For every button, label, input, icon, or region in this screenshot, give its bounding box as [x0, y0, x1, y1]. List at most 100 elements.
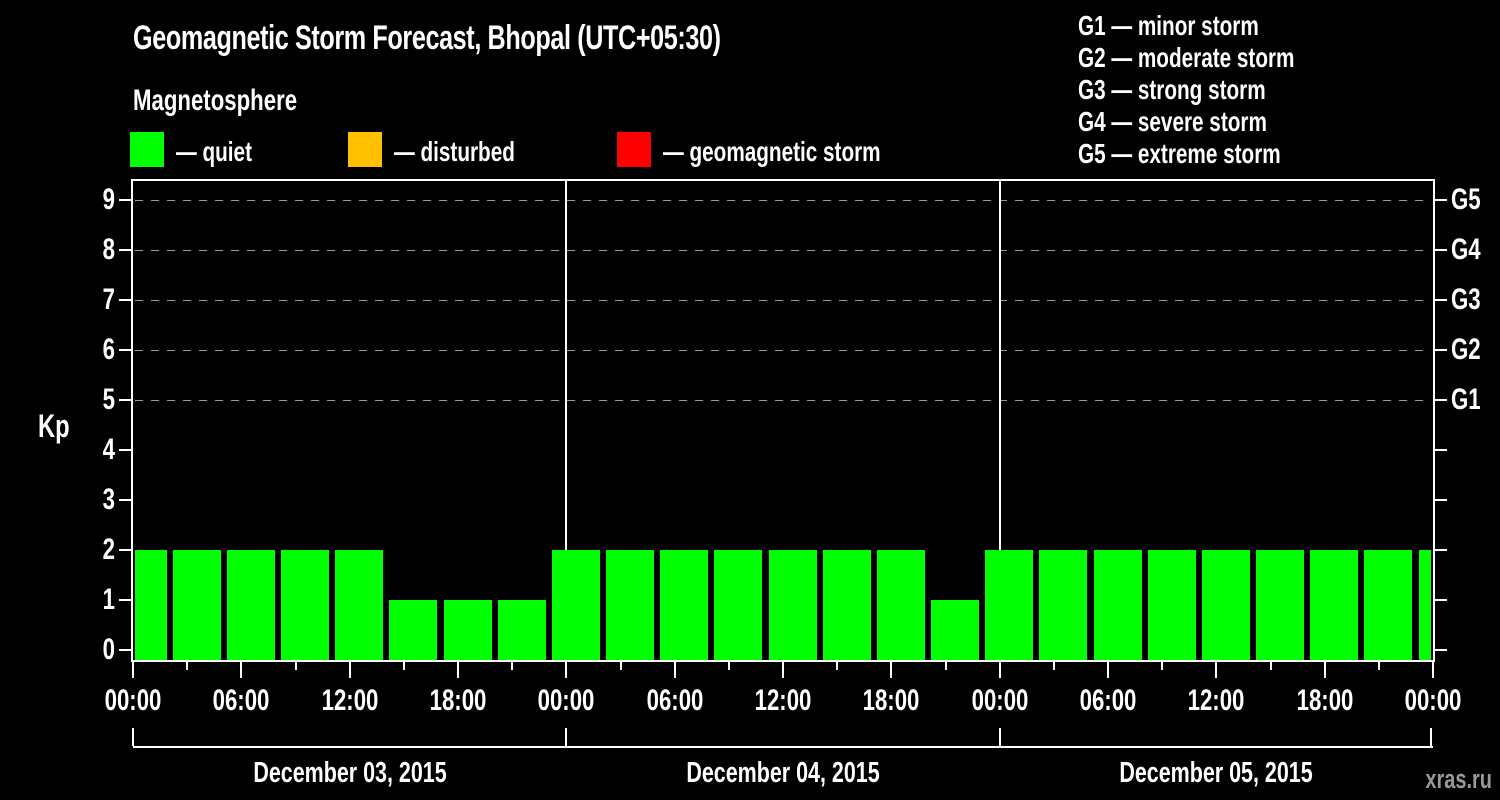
x-tick-label: 00:00: [104, 684, 162, 717]
x-tick: [890, 662, 893, 678]
y-tick: [119, 549, 131, 551]
x-tick: [673, 662, 676, 678]
plot-frame-right: [1433, 179, 1435, 662]
x-tick: [1161, 662, 1164, 670]
kp-bar: [135, 550, 167, 660]
y-tick-label: 8: [102, 233, 115, 266]
grid-line: [135, 200, 1431, 201]
grid-line: [135, 400, 1431, 401]
kp-bar: [335, 550, 384, 660]
kp-bar: [1201, 550, 1250, 660]
y-tick-label: 0: [102, 633, 115, 666]
y-right-tick: [1435, 299, 1447, 301]
y-tick-label: 2: [102, 533, 115, 566]
kp-bar: [606, 550, 654, 660]
y-right-tick: [1435, 449, 1447, 451]
y-right-tick: [1435, 399, 1447, 401]
y-tick: [119, 649, 131, 651]
y-tick-label: 5: [102, 383, 115, 416]
y-tick: [119, 299, 131, 301]
y-tick-label: 1: [102, 583, 115, 616]
day-separator: [998, 181, 1001, 662]
date-label: December 05, 2015: [1119, 757, 1313, 789]
x-tick: [240, 662, 243, 678]
date-label: December 04, 2015: [686, 757, 880, 789]
x-tick: [782, 662, 784, 678]
y-tick-label: 4: [102, 433, 115, 466]
kp-bar: [1364, 550, 1413, 660]
x-tick-label: 12:00: [321, 684, 379, 717]
date-axis-line: [133, 746, 1433, 748]
y-right-tick: [1435, 649, 1447, 651]
disturbed-legend-label: — disturbed: [394, 136, 515, 167]
x-tick: [1052, 662, 1055, 670]
x-tick-label: 18:00: [1296, 684, 1354, 717]
y-tick: [119, 599, 131, 601]
kp-bar: [876, 550, 925, 660]
disturbed-swatch-icon: [348, 132, 382, 167]
grid-line: [135, 250, 1431, 251]
g-level-label: G4: [1451, 233, 1481, 266]
kp-bar: [931, 600, 979, 660]
g1-legend-item: G1 — minor storm: [1078, 10, 1259, 41]
x-tick: [348, 662, 351, 678]
x-tick-label: 12:00: [1187, 684, 1245, 717]
kp-bar: [551, 550, 600, 660]
x-tick-label: 00:00: [1404, 684, 1462, 717]
kp-bar: [1418, 550, 1431, 660]
kp-bar: [172, 550, 221, 660]
x-tick: [998, 662, 1001, 678]
grid-line: [135, 300, 1431, 301]
kp-bar: [443, 600, 492, 660]
x-tick: [944, 662, 947, 670]
kp-bar: [714, 550, 763, 660]
x-tick-label: 18:00: [862, 684, 920, 717]
plot-frame-top: [133, 179, 1433, 181]
x-tick-label: 06:00: [212, 684, 270, 717]
x-tick-label: 06:00: [1079, 684, 1137, 717]
date-tick: [998, 728, 1001, 746]
y-axis-title: Kp: [38, 408, 70, 444]
x-tick: [132, 662, 134, 678]
x-tick-label: 12:00: [754, 684, 812, 717]
kp-bar: [226, 550, 275, 660]
y-right-tick: [1435, 349, 1447, 351]
g4-legend-item: G4 — severe storm: [1078, 106, 1267, 137]
g-level-label: G5: [1451, 183, 1481, 216]
plot-frame-left: [131, 179, 133, 662]
x-tick: [1323, 662, 1326, 678]
kp-bar: [1147, 550, 1196, 660]
quiet-swatch-icon: [130, 132, 164, 167]
g3-legend-item: G3 — strong storm: [1078, 74, 1266, 105]
kp-bar: [822, 550, 871, 660]
grid-line: [135, 350, 1431, 351]
x-tick-label: 18:00: [429, 684, 487, 717]
x-tick: [402, 662, 405, 670]
kp-bar: [389, 600, 438, 660]
x-tick: [1107, 662, 1109, 678]
chart-title: Geomagnetic Storm Forecast, Bhopal (UTC+…: [133, 19, 721, 57]
kp-bar: [768, 550, 817, 660]
kp-bar: [1039, 550, 1088, 660]
plot-frame-bottom: [133, 660, 1433, 662]
quiet-legend-label: — quiet: [176, 136, 252, 167]
x-tick: [619, 662, 622, 670]
y-right-tick: [1435, 599, 1447, 601]
storm-swatch-icon: [617, 132, 651, 167]
x-tick: [294, 662, 297, 670]
x-tick: [457, 662, 459, 678]
chart-subtitle: Magnetosphere: [133, 84, 298, 117]
x-tick: [1215, 662, 1218, 678]
x-tick: [727, 662, 730, 670]
kp-bar: [497, 600, 546, 660]
kp-bar: [1310, 550, 1359, 660]
y-tick: [119, 349, 131, 351]
y-tick: [119, 399, 131, 401]
date-label: December 03, 2015: [253, 757, 447, 789]
x-tick-label: 00:00: [971, 684, 1029, 717]
kp-bar: [985, 550, 1034, 660]
kp-bar: [1093, 550, 1142, 660]
y-tick-label: 6: [102, 333, 115, 366]
storm-legend-label: — geomagnetic storm: [663, 136, 881, 167]
